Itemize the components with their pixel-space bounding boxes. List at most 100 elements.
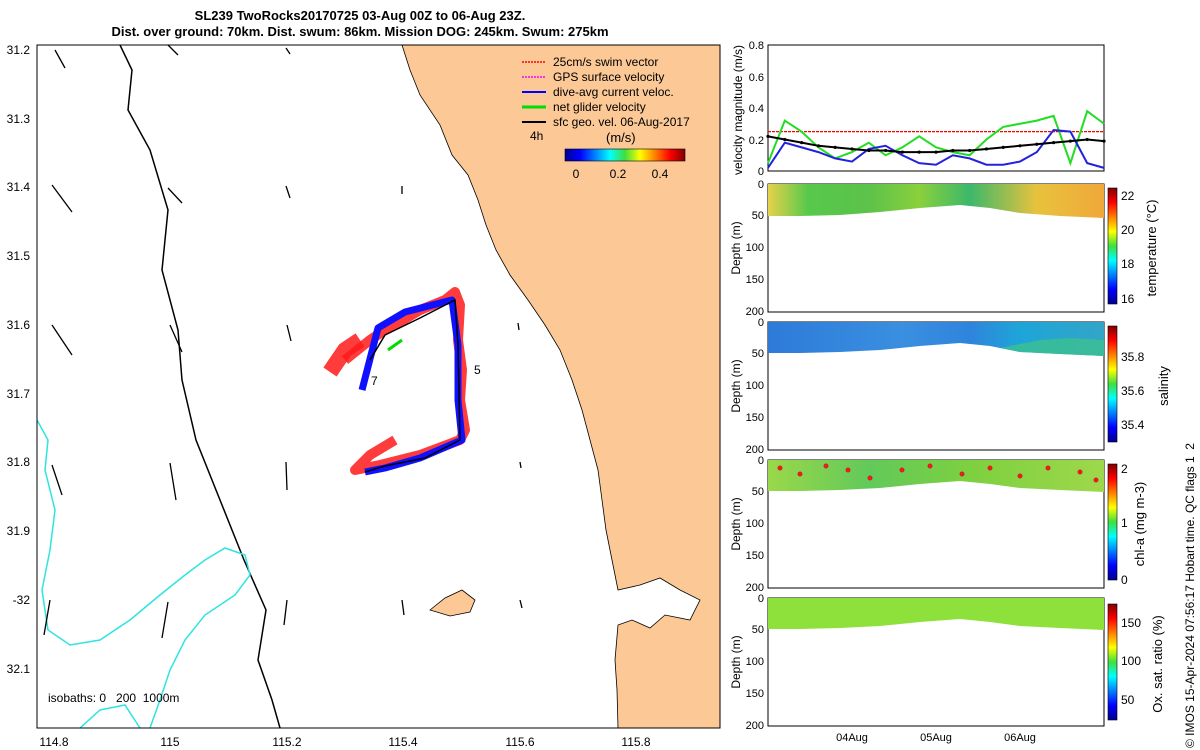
chla-dot [1093, 477, 1099, 483]
chla-panel: 0 50 100 150 200 Depth (m) 2 1 0 chl-a (… [729, 455, 1147, 594]
salinity-y-tick: 200 [746, 444, 764, 456]
chart-title-line1: SL239 TwoRocks20170725 03-Aug 00Z to 06-… [194, 8, 526, 23]
map-y-tick: 31.9 [7, 524, 31, 538]
velocity-point [850, 147, 854, 151]
chla-hotspots [777, 463, 1099, 483]
track-swim-vectors-west [323, 333, 365, 377]
velocity-point [968, 148, 972, 153]
salinity-panel: 0 50 100 150 200 Depth (m) 35.8 35.6 35.… [729, 317, 1171, 456]
chla-dot [1077, 469, 1083, 475]
land-mass [401, 45, 720, 728]
velocity-point [766, 134, 770, 138]
velocity-series [766, 109, 1106, 169]
oxygen-y-tick: 100 [746, 656, 764, 668]
chla-dot [1045, 465, 1051, 471]
map-x-tick: 115.6 [505, 735, 534, 749]
map-y-tick: 31.2 [7, 43, 31, 57]
geo-vector [517, 322, 520, 331]
velocity-y-tick: 0.2 [749, 135, 764, 147]
geo-vector [161, 601, 169, 639]
geo-vector [43, 599, 51, 636]
geo-vector [169, 324, 183, 353]
oxygen-field [768, 598, 1104, 630]
velocity-point [1035, 142, 1039, 146]
track-label-7: 7 [371, 374, 378, 388]
chla-colorbar [1107, 463, 1118, 581]
speed-colorbar [564, 148, 686, 162]
geo-vector [51, 324, 73, 356]
chla-y-tick: 100 [746, 518, 764, 530]
velocity-y-tick: 0.8 [749, 40, 764, 52]
oxygen-y-tick: 50 [752, 624, 764, 636]
temperature-cbar-label: temperature (°C) [1144, 200, 1159, 297]
map-y-tick: 31.3 [7, 112, 31, 126]
salinity-y-tick: 50 [752, 348, 764, 360]
velocity-point [1068, 139, 1072, 143]
temperature-y-tick: 100 [746, 242, 764, 254]
oxygen-cbar-tick: 50 [1121, 693, 1135, 707]
temperature-y-tick: 150 [746, 274, 764, 286]
map-y-tick: 31.7 [7, 387, 31, 401]
velocity-point [917, 150, 921, 154]
isobath-1000m [37, 419, 251, 728]
map-legend: 25cm/s swim vector GPS surface velocity … [522, 55, 690, 181]
map-y-tick: -32 [13, 593, 31, 607]
geo-vector [283, 599, 288, 626]
map-y-tick: 31.6 [7, 318, 31, 332]
salinity-cbar-label: salinity [1156, 366, 1171, 406]
velocity-point [1018, 144, 1022, 148]
velocity-point [1052, 141, 1056, 145]
chla-cbar-label: chl-a (mg m-3) [1132, 482, 1147, 567]
chla-dot [927, 463, 933, 469]
velocity-y-tick: 0 [758, 166, 764, 178]
legend-label: net glider velocity [553, 100, 646, 114]
map-frame [36, 44, 721, 729]
velocity-point [1085, 137, 1089, 142]
chla-cbar-tick: 2 [1121, 462, 1128, 476]
chla-dot [1017, 473, 1023, 479]
legend-label: sfc geo. vel. 06-Aug-2017 [553, 115, 690, 129]
chla-y-tick: 50 [752, 486, 764, 498]
chla-dot [899, 467, 905, 473]
chla-y-tick: 200 [746, 582, 764, 594]
oxygen-y-tick: 150 [746, 688, 764, 700]
geo-vector [167, 45, 179, 56]
temperature-cbar-tick: 22 [1121, 189, 1135, 203]
chla-dot [867, 475, 873, 481]
geo-vector [285, 47, 291, 55]
net-glider-vector [387, 338, 403, 352]
temperature-y-tick: 50 [752, 210, 764, 222]
chla-y-tick: 0 [758, 455, 764, 467]
velocity-point [984, 147, 989, 151]
speed-colorbar-tick: 0.4 [652, 167, 669, 181]
speed-colorbar-tick: 0 [573, 167, 580, 181]
velocity-point [934, 150, 938, 154]
chla-dot [797, 471, 803, 477]
geo-vector [519, 461, 522, 469]
chart-title-line2: Dist. over ground: 70km. Dist. swum: 86k… [111, 24, 609, 39]
salinity-cbar-tick: 35.4 [1121, 418, 1145, 432]
oxygen-y-label: Depth (m) [729, 635, 743, 688]
map-panel: 7 5 114.8 115 115.2 115.4 115.6 115.8 31… [7, 43, 721, 749]
salinity-y-label: Depth (m) [729, 359, 743, 412]
geo-vector [169, 462, 177, 501]
temperature-field [768, 184, 1104, 218]
geo-vector [167, 187, 183, 204]
oxygen-colorbar [1107, 603, 1118, 721]
velocity-panel: 0.8 0.6 0.4 0.2 0 velocity magnitude (m/… [731, 40, 1106, 178]
chla-y-label: Depth (m) [729, 497, 743, 550]
velocity-point [867, 148, 871, 153]
legend-label: dive-avg current veloc. [553, 85, 674, 99]
footer-credit: © IMOS 15-Apr-2024 07:56:17 Hobart time.… [1183, 443, 1197, 748]
velocity-y-tick: 0.4 [749, 103, 764, 115]
temperature-cbar-tick: 18 [1121, 257, 1135, 271]
chla-field [768, 460, 1104, 492]
map-x-tick: 115.2 [272, 735, 301, 749]
time-x-tick: 04Aug [836, 732, 868, 744]
geo-vector [51, 464, 63, 496]
map-y-tick: 31.8 [7, 455, 31, 469]
oxygen-y-tick: 200 [746, 720, 764, 732]
salinity-deep-field [1000, 338, 1104, 356]
salinity-cbar-tick: 35.6 [1121, 384, 1145, 398]
